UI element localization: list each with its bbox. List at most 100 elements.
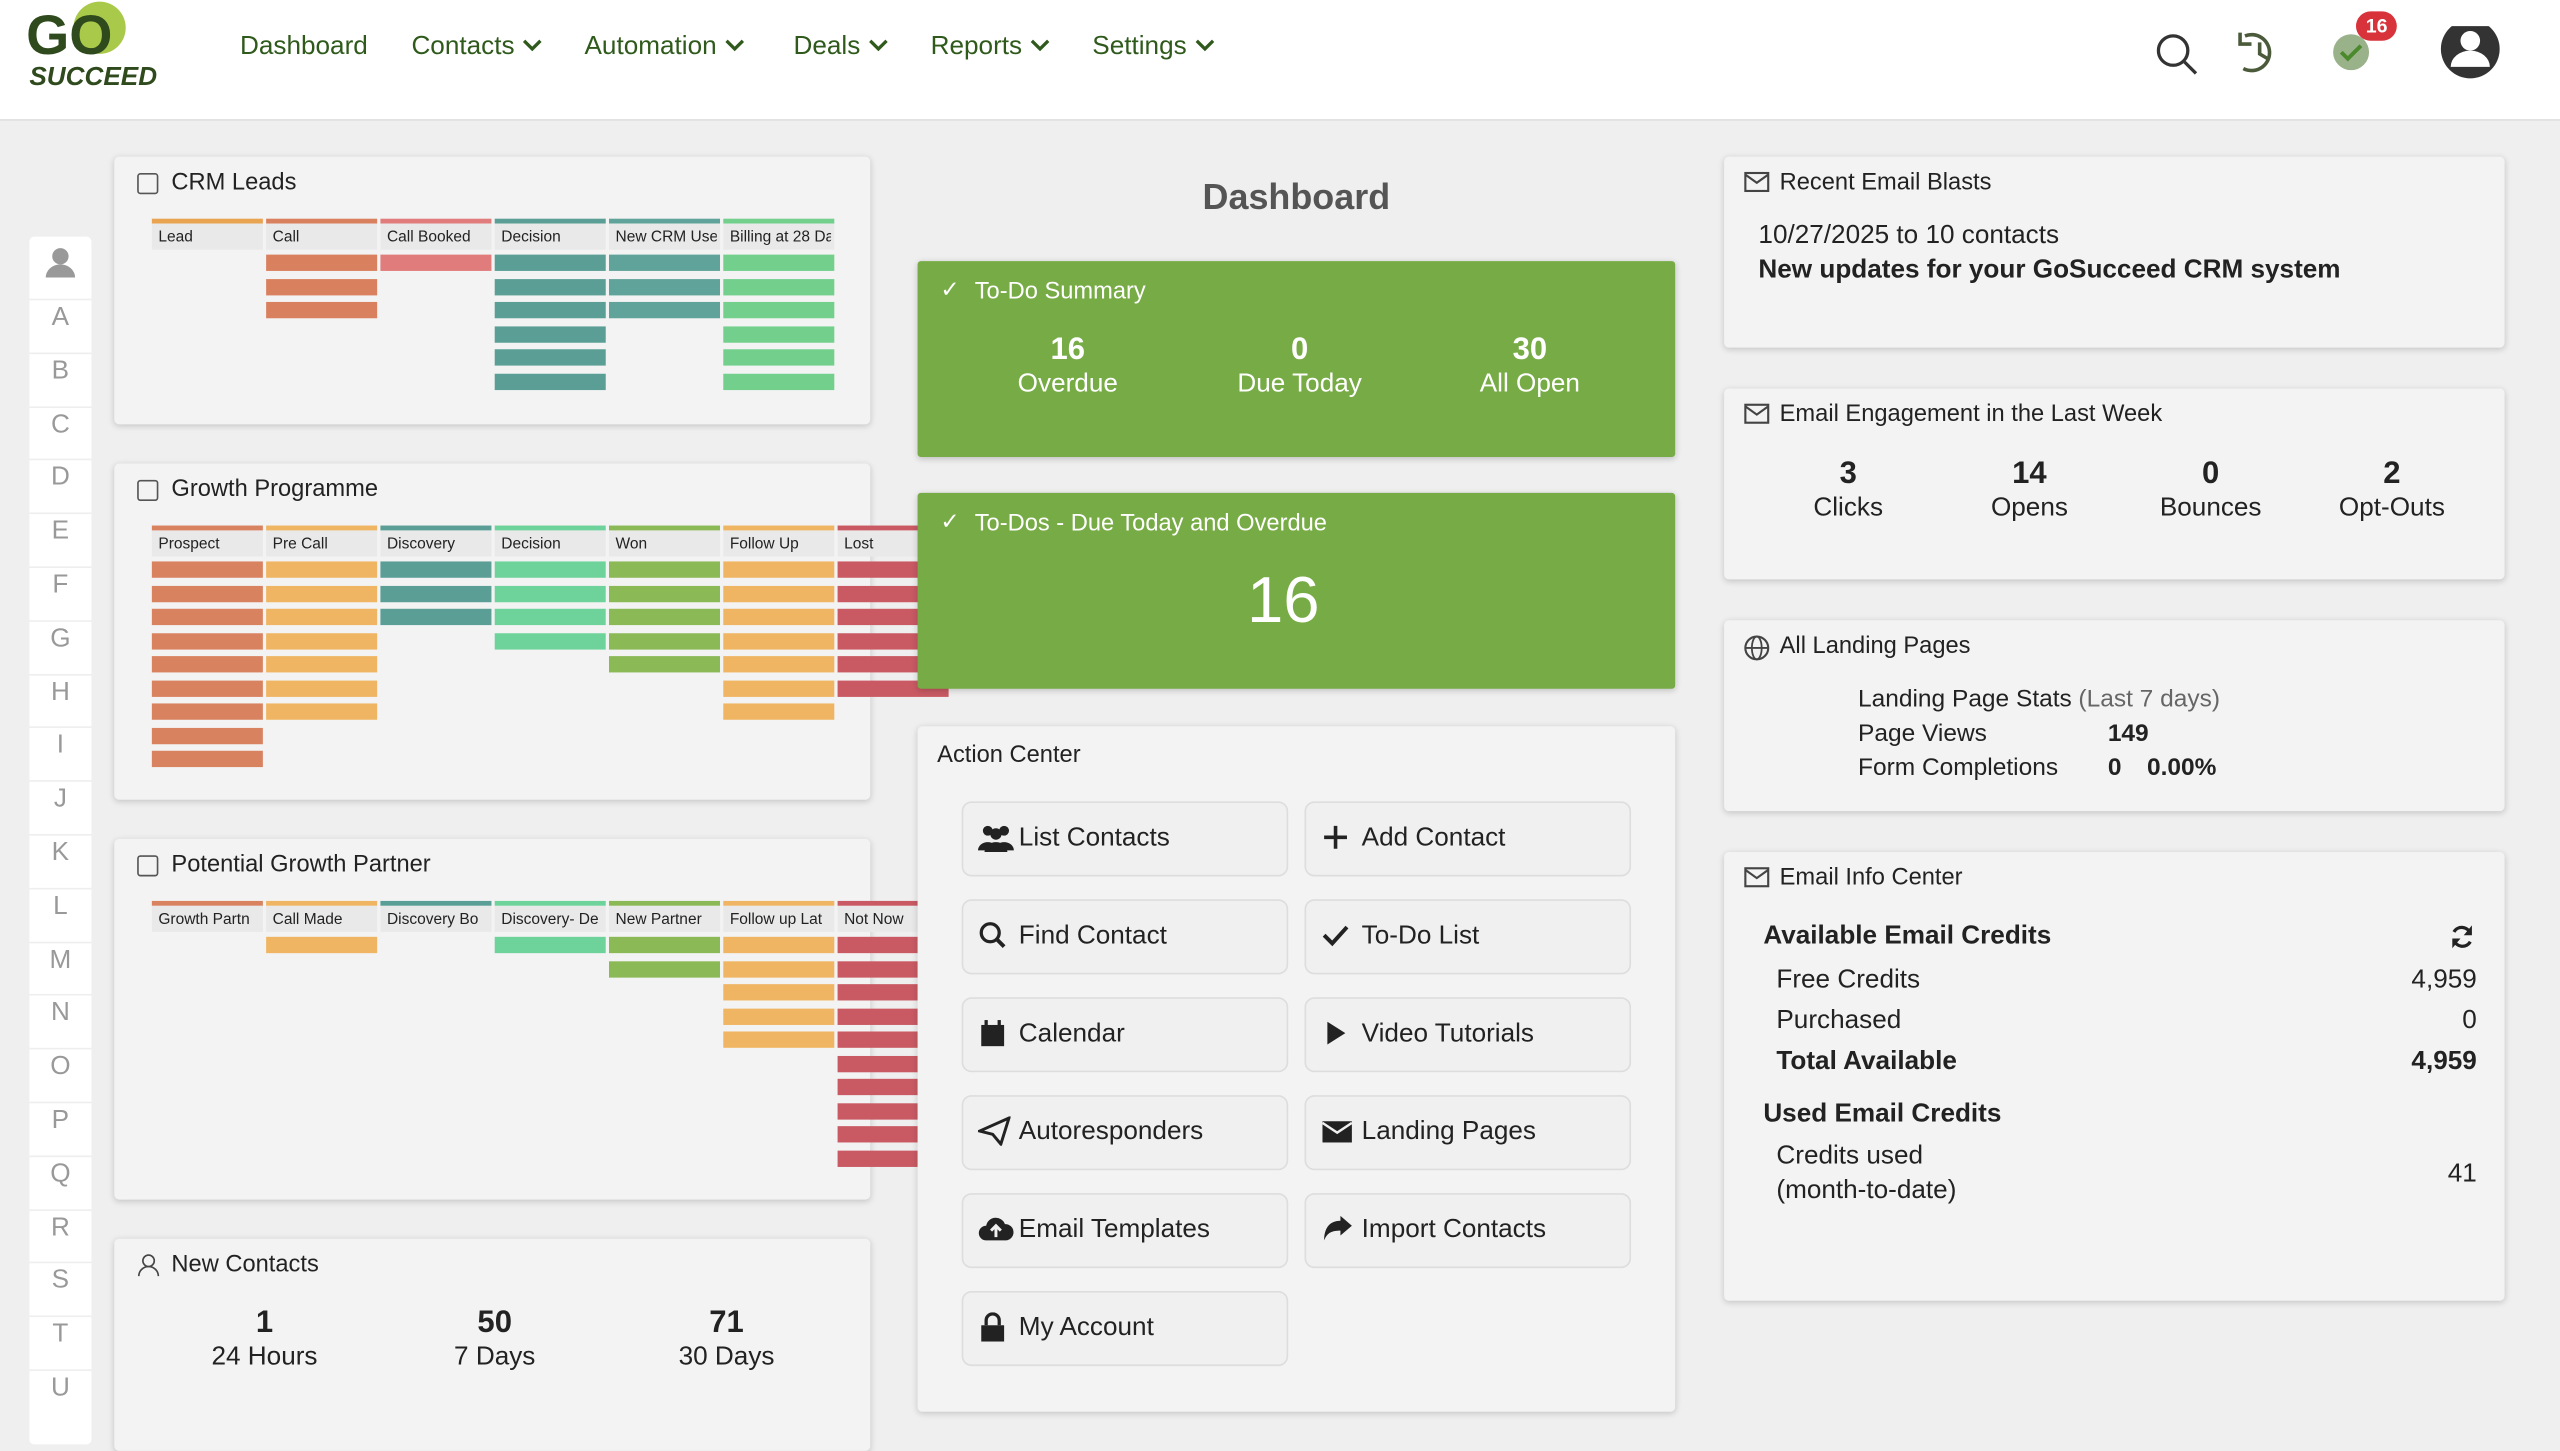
alphabet-letter[interactable]: E [29, 512, 92, 547]
stage-card[interactable] [266, 585, 378, 602]
search-icon[interactable] [2156, 34, 2198, 75]
stage-card[interactable] [608, 936, 721, 954]
stage-card[interactable] [266, 278, 378, 295]
stage-card[interactable] [723, 585, 835, 602]
alphabet-letter[interactable]: L [29, 887, 92, 922]
alphabet-letter[interactable]: O [29, 1048, 92, 1082]
stage-card[interactable] [723, 278, 835, 295]
alphabet-letter[interactable]: Q [29, 1155, 92, 1189]
stage-card[interactable] [723, 608, 835, 626]
stage-card[interactable] [151, 679, 263, 697]
stage-card[interactable] [723, 984, 835, 1001]
stage-card[interactable] [494, 325, 606, 342]
action-button[interactable]: Video Tutorials [1304, 997, 1632, 1073]
alphabet-letter[interactable]: K [29, 834, 92, 868]
stage-card[interactable] [723, 1007, 835, 1025]
alphabet-letter[interactable]: D [29, 459, 92, 493]
stage-card[interactable] [494, 585, 606, 602]
stage-card[interactable] [494, 278, 606, 295]
stage-card[interactable] [723, 960, 835, 977]
stage-card[interactable] [608, 656, 721, 673]
nav-item[interactable]: Settings [1092, 33, 1214, 62]
action-button[interactable]: My Account [961, 1290, 1289, 1367]
nav-item[interactable]: Contacts [411, 33, 542, 62]
stage-card[interactable] [380, 585, 492, 602]
stage-card[interactable] [266, 703, 378, 720]
stage-card[interactable] [380, 561, 492, 578]
stage-card[interactable] [723, 561, 835, 578]
action-button[interactable]: Calendar [961, 997, 1289, 1073]
stage-card[interactable] [494, 372, 606, 390]
stage-card[interactable] [723, 656, 835, 673]
stage-card[interactable] [494, 349, 606, 366]
alphabet-letter[interactable]: F [29, 566, 92, 600]
stage-card[interactable] [608, 608, 721, 626]
stage-card[interactable] [494, 254, 606, 271]
alphabet-letter[interactable]: U [29, 1369, 92, 1403]
stage-card[interactable] [266, 936, 378, 954]
stage-card[interactable] [380, 608, 492, 626]
alphabet-letter[interactable]: A [29, 298, 92, 333]
stage-card[interactable] [151, 608, 263, 626]
action-button[interactable]: Add Contact [1304, 801, 1632, 877]
nav-item[interactable]: Deals [793, 33, 888, 62]
stage-card[interactable] [266, 561, 378, 578]
action-button[interactable]: Landing Pages [1304, 1095, 1632, 1171]
action-button[interactable]: Autoresponders [961, 1095, 1289, 1171]
logo[interactable]: GO SUCCEED [23, 0, 170, 98]
stage-card[interactable] [151, 750, 263, 768]
alphabet-letter[interactable]: H [29, 673, 92, 707]
stage-card[interactable] [723, 632, 835, 649]
stage-card[interactable] [151, 703, 263, 720]
action-button[interactable]: To-Do List [1304, 899, 1632, 975]
nav-item[interactable]: Automation [585, 33, 745, 62]
stage-card[interactable] [608, 278, 721, 295]
alphabet-letter[interactable]: G [29, 619, 92, 654]
action-button[interactable]: List Contacts [961, 801, 1289, 877]
alphabet-letter[interactable]: R [29, 1208, 92, 1243]
stage-card[interactable] [608, 632, 721, 649]
alphabet-letter[interactable]: B [29, 352, 92, 386]
todo-icon[interactable] [2333, 34, 2370, 71]
stage-card[interactable] [723, 325, 835, 342]
contact-filter-icon[interactable] [44, 246, 77, 279]
stage-card[interactable] [494, 301, 606, 319]
alphabet-letter[interactable]: J [29, 780, 92, 814]
stage-card[interactable] [266, 608, 378, 626]
alphabet-letter[interactable]: P [29, 1101, 92, 1136]
stage-card[interactable] [723, 372, 835, 390]
stage-card[interactable] [151, 656, 263, 673]
stage-card[interactable] [266, 301, 378, 319]
stage-card[interactable] [608, 254, 721, 271]
nav-item[interactable]: Dashboard [240, 32, 368, 61]
stage-card[interactable] [151, 727, 263, 744]
alphabet-letter[interactable]: T [29, 1315, 92, 1350]
stage-card[interactable] [151, 561, 263, 578]
alphabet-letter[interactable]: S [29, 1262, 92, 1296]
history-icon[interactable] [2238, 32, 2272, 73]
stage-card[interactable] [608, 960, 721, 977]
stage-card[interactable] [723, 679, 835, 697]
stage-card[interactable] [723, 254, 835, 271]
stage-card[interactable] [723, 1031, 835, 1048]
refresh-icon[interactable] [2449, 924, 2475, 958]
alphabet-letter[interactable]: I [29, 726, 92, 761]
stage-card[interactable] [151, 585, 263, 602]
stage-card[interactable] [494, 608, 606, 626]
stage-card[interactable] [266, 656, 378, 673]
nav-item[interactable]: Reports [931, 33, 1050, 62]
alphabet-letter[interactable]: N [29, 994, 92, 1029]
stage-card[interactable] [494, 561, 606, 578]
stage-card[interactable] [723, 703, 835, 720]
stage-card[interactable] [380, 254, 492, 271]
stage-card[interactable] [608, 585, 721, 602]
stage-card[interactable] [266, 679, 378, 697]
stage-card[interactable] [723, 936, 835, 954]
action-button[interactable]: Find Contact [961, 899, 1289, 975]
alphabet-letter[interactable]: M [29, 941, 92, 975]
action-button[interactable]: Import Contacts [1304, 1193, 1632, 1269]
stage-card[interactable] [723, 301, 835, 319]
stage-card[interactable] [494, 632, 606, 649]
alphabet-letter[interactable]: C [29, 405, 92, 440]
stage-card[interactable] [723, 349, 835, 366]
